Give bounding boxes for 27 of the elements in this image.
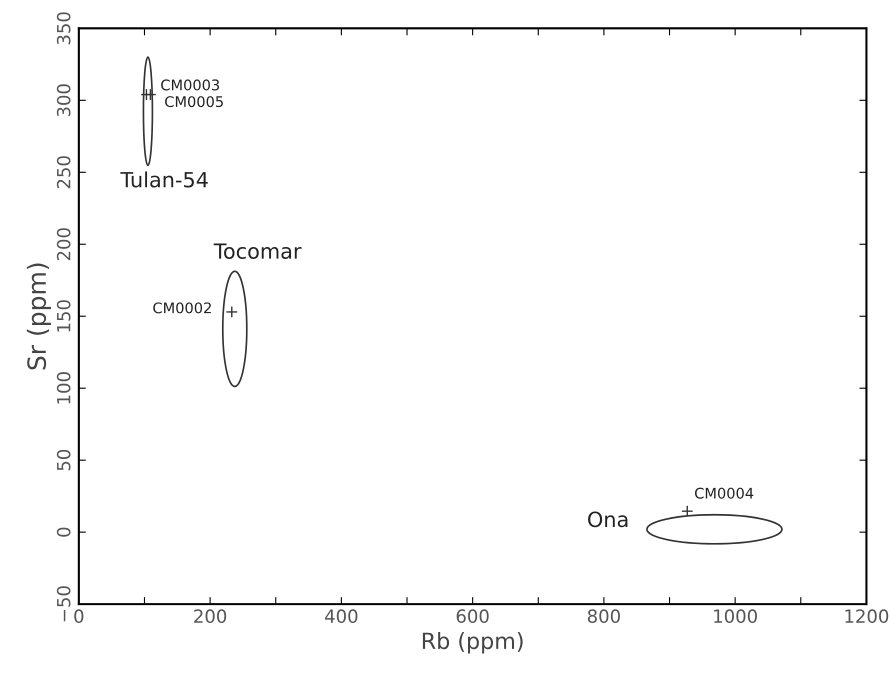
x-tick-label: 1200 — [845, 609, 888, 623]
x-tick-label: 600 — [456, 609, 489, 623]
y-tick-label: 50 — [56, 450, 70, 470]
annotation: CM0002 — [153, 302, 211, 314]
annotation: CM0005 — [165, 96, 223, 108]
y-tick-label: −50 — [56, 586, 70, 622]
x-tick-label: 200 — [194, 609, 226, 623]
point — [226, 306, 238, 318]
annotation: Tulan-54 — [120, 171, 208, 188]
y-tick-label: 250 — [56, 156, 70, 188]
annotation: Tocomar — [214, 243, 302, 259]
x-tick-label: 800 — [588, 609, 620, 623]
x-tick-label: 400 — [325, 609, 358, 623]
point — [144, 88, 156, 101]
annotation: Ona — [588, 512, 628, 528]
y-axis-title: Sr (ppm) — [26, 264, 51, 370]
y-tick-label: 350 — [56, 12, 70, 44]
y-tick-label: 200 — [56, 228, 70, 260]
x-axis-title: Rb (ppm) — [422, 632, 523, 654]
y-tick-label: 300 — [56, 84, 70, 116]
y-tick-label: 150 — [56, 300, 70, 332]
y-tick-label: 100 — [56, 372, 70, 404]
x-tick-label: 1000 — [714, 609, 757, 623]
y-tick-label: 0 — [56, 528, 70, 537]
x-tick-label: 0 — [74, 609, 84, 623]
annotation: CM0003 — [161, 79, 220, 90]
annotation: CM0004 — [695, 488, 754, 499]
